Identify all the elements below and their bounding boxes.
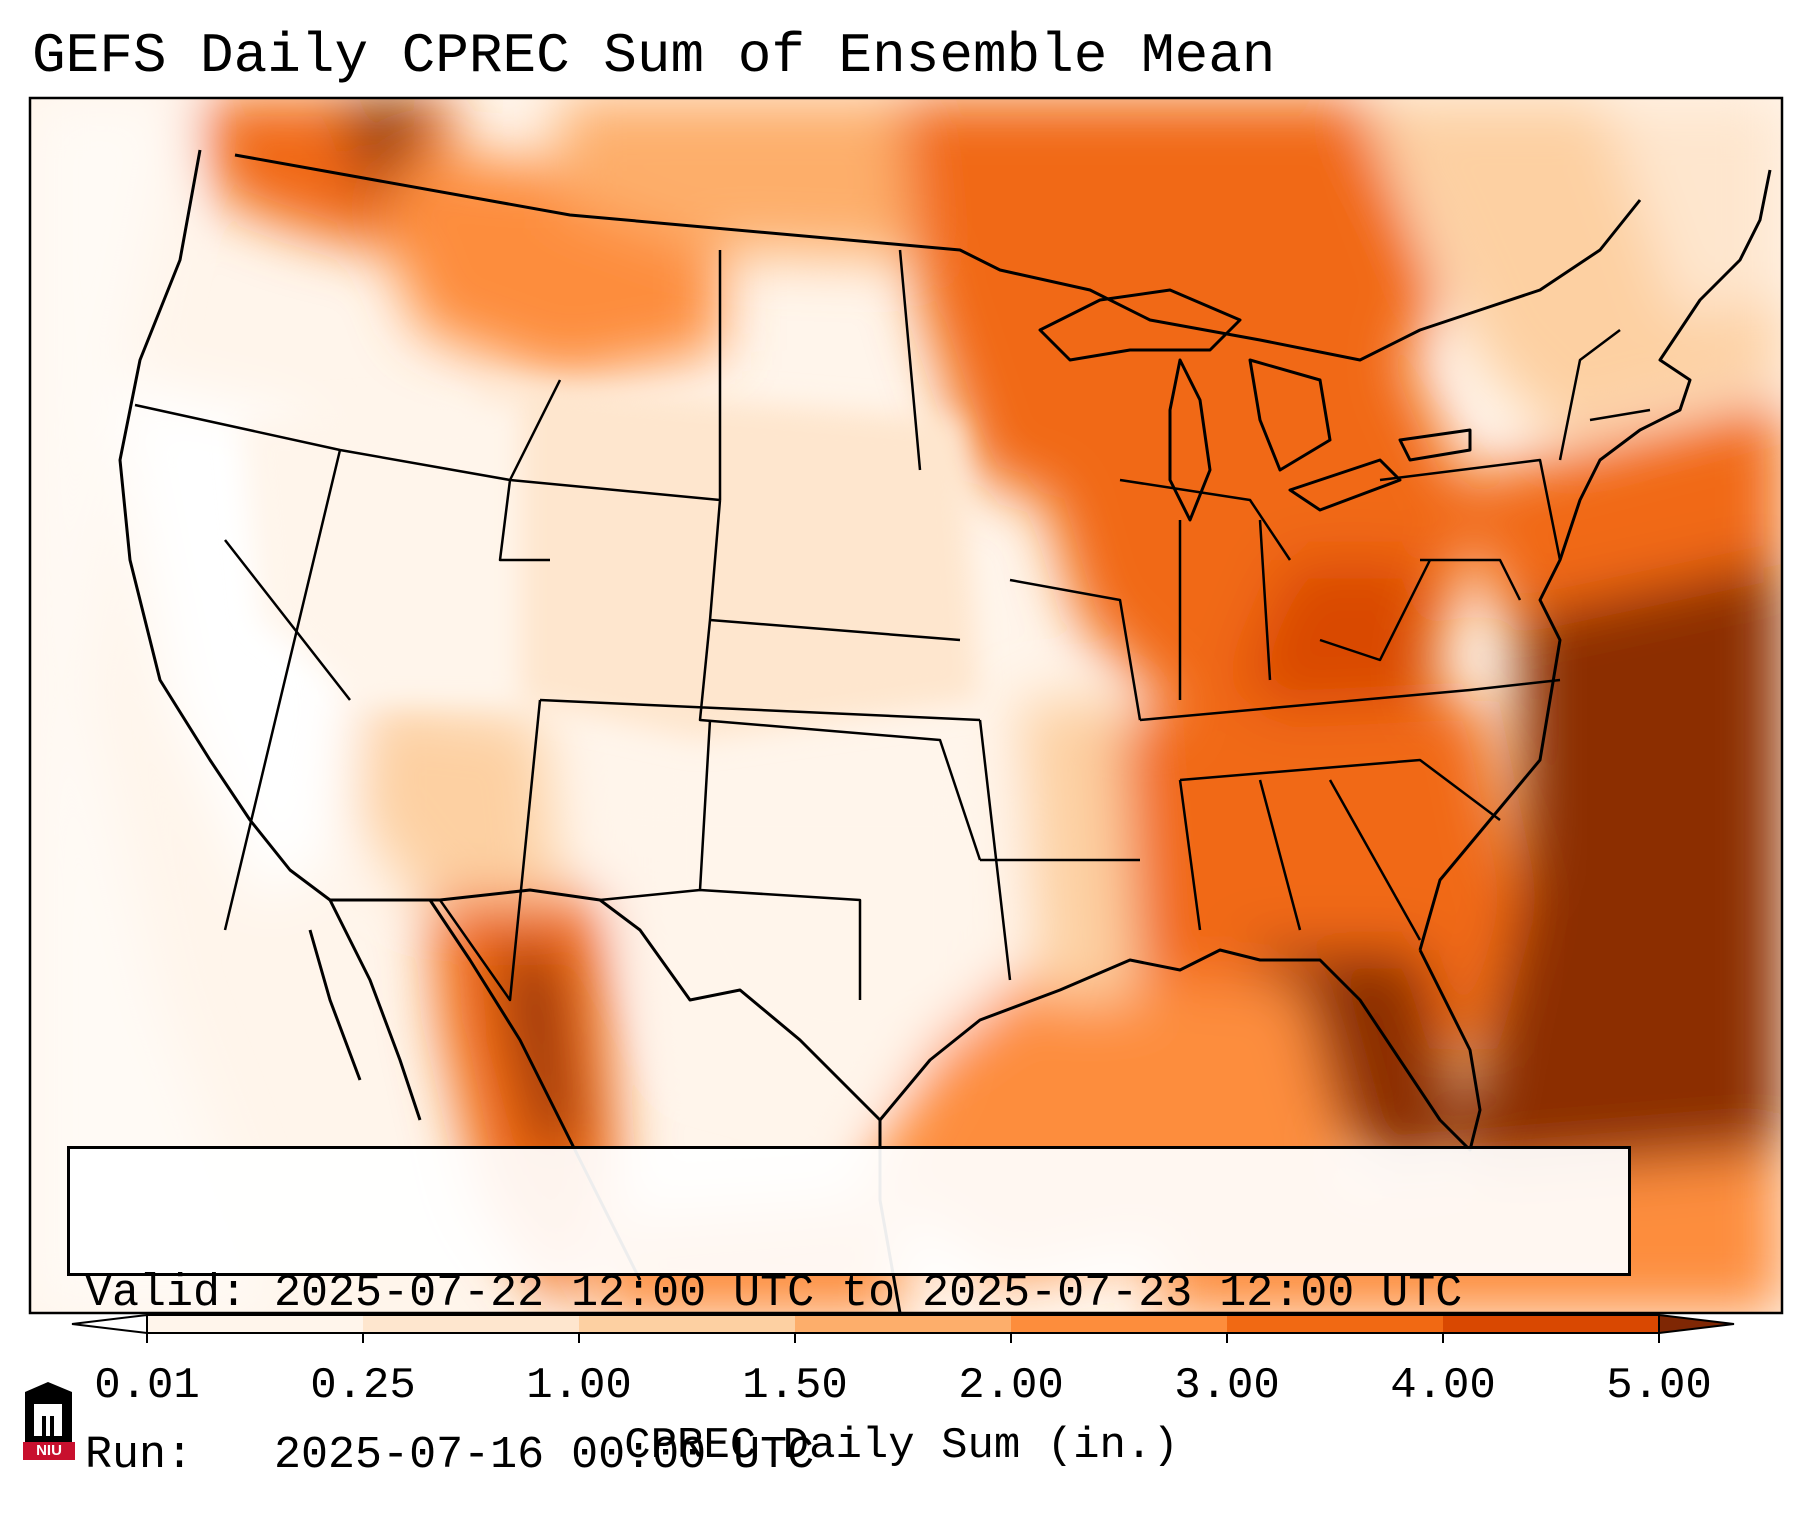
us-mexico-border xyxy=(330,888,882,1122)
precip-field xyxy=(30,98,1782,1313)
map-title: GEFS Daily CPREC Sum of Ensemble Mean xyxy=(32,24,1276,88)
precip-region-mississippi xyxy=(1020,700,1140,1000)
precip-region-pacific xyxy=(30,98,280,1313)
west-coast xyxy=(118,149,331,902)
lake-superior xyxy=(1038,288,1242,362)
niu-logo-text: NIU xyxy=(36,1442,62,1459)
valid-label: Valid: xyxy=(85,1268,248,1319)
valid-run-info-box: Valid: 2025-07-22 12:00 UTC to 2025-07-2… xyxy=(67,1146,1631,1481)
run-label: Run: xyxy=(85,1430,194,1481)
colorbar-tick-label: 0.25 xyxy=(310,1361,416,1411)
colorbar-cell-5 xyxy=(1227,1315,1444,1333)
run-value: 2025-07-16 00:00 UTC xyxy=(274,1430,815,1481)
us-canada-border xyxy=(234,153,1642,362)
colorbar-tick-label: 1.00 xyxy=(526,1361,632,1411)
precip-region-appalachians xyxy=(1240,560,1440,730)
map-frame xyxy=(28,96,1784,1315)
colorbar-tick-label: 5.00 xyxy=(1606,1361,1712,1411)
lake-ontario xyxy=(1398,428,1472,462)
valid-value: 2025-07-22 12:00 UTC to 2025-07-23 12:00… xyxy=(274,1268,1463,1319)
colorbar-tick-label: 4.00 xyxy=(1390,1361,1496,1411)
colorbar-cell-3 xyxy=(795,1315,1012,1333)
precip-region-sierra-core xyxy=(500,940,580,1160)
state-borders xyxy=(134,249,1651,1002)
colorbar-cell-1 xyxy=(363,1315,580,1333)
precip-region-atlantic xyxy=(1460,460,1782,1313)
precip-region-atlantic-edge xyxy=(1460,400,1782,620)
colorbar-label: CPREC Daily Sum (in.) xyxy=(624,1421,1179,1471)
colorbar-over-arrow xyxy=(1658,1313,1735,1335)
precip-region-texas xyxy=(620,760,1000,1100)
lake-erie xyxy=(1288,458,1402,512)
colorbar-tick-label: 1.50 xyxy=(742,1361,848,1411)
logo-castle-door-right xyxy=(50,1416,54,1436)
niu-castle-logo xyxy=(23,1382,75,1460)
colorbar xyxy=(71,1313,1735,1343)
precip-region-central-light xyxy=(480,380,980,740)
colorbar-tick-label: 2.00 xyxy=(958,1361,1064,1411)
east-coast xyxy=(1418,169,1772,951)
logo-banner xyxy=(23,1442,75,1460)
colorbar-tick-label: 0.01 xyxy=(94,1361,200,1411)
colorbar-tick-label: 3.00 xyxy=(1174,1361,1280,1411)
precip-region-southwest xyxy=(360,700,560,900)
gulf-coast xyxy=(878,948,1482,1152)
colorbar-cell-6 xyxy=(1443,1315,1660,1333)
colorbar-cell-0 xyxy=(147,1315,364,1333)
run-row: Run: 2025-07-16 00:00 UTC xyxy=(85,1429,1628,1483)
lake-michigan xyxy=(1168,358,1212,522)
colorbar-frame xyxy=(146,1314,1660,1334)
colorbar-cell-4 xyxy=(1011,1315,1228,1333)
precip-region-great-basin xyxy=(240,400,520,700)
valid-row: Valid: 2025-07-22 12:00 UTC to 2025-07-2… xyxy=(85,1267,1628,1321)
logo-castle-door xyxy=(42,1416,46,1436)
precip-region-prairies xyxy=(560,98,960,260)
lake-huron xyxy=(1248,358,1332,472)
colorbar-cell-2 xyxy=(579,1315,796,1333)
baja-coast xyxy=(308,899,422,1121)
logo-castle-block xyxy=(34,1404,62,1436)
